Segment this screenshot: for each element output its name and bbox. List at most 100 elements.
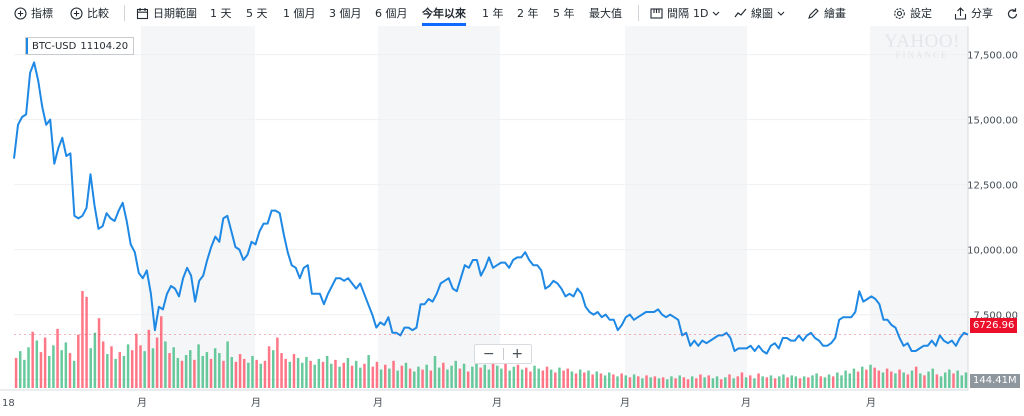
volume-bar	[68, 353, 72, 388]
volume-bar	[301, 362, 304, 388]
range-ytd[interactable]: 今年以來	[422, 0, 466, 26]
volume-bar	[433, 355, 437, 388]
range-5y-label: 5 年	[553, 7, 575, 20]
range-6m[interactable]: 6 個月	[375, 0, 408, 26]
volume-bar	[334, 359, 337, 388]
range-1d[interactable]: 1 天	[210, 0, 232, 26]
volume-bar	[209, 358, 213, 388]
volume-bar	[18, 351, 22, 388]
volume-bar	[952, 373, 955, 388]
volume-bar	[222, 360, 225, 388]
range-2y[interactable]: 2 年	[517, 0, 539, 26]
volume-bar	[388, 368, 391, 388]
range-5y[interactable]: 5 年	[553, 0, 575, 26]
volume-bar	[176, 357, 180, 388]
volume-bar	[637, 376, 640, 388]
date-range-button[interactable]: 日期範圍	[136, 0, 197, 26]
volume-bar	[60, 350, 63, 388]
volume-bar	[321, 361, 325, 388]
volume-bar	[541, 370, 545, 388]
range-1y[interactable]: 1 年	[482, 0, 504, 26]
volume-bar	[168, 353, 171, 388]
volume-bar	[836, 372, 839, 388]
x-tick-label: 月	[620, 397, 630, 409]
y-tick-label: 7,500.00	[973, 311, 1018, 322]
volume-bar	[487, 369, 491, 388]
volume-bar	[363, 363, 366, 388]
volume-bar	[97, 318, 101, 388]
share-label: 分享	[971, 7, 993, 20]
volume-bar	[184, 355, 188, 388]
volume-bar	[583, 372, 586, 388]
volume-bar	[39, 352, 43, 388]
price-chart[interactable]: 5,000.007,500.0010,000.0012,500.0015,000…	[0, 26, 1024, 416]
series-legend[interactable]: BTC-USD 11104.20	[25, 37, 135, 55]
volume-bar	[238, 354, 242, 388]
volume-bar	[765, 377, 769, 388]
volume-bar	[761, 376, 764, 388]
volume-bar	[844, 370, 847, 388]
volume-bar	[151, 348, 155, 388]
volume-bar	[678, 375, 681, 388]
volume-bar	[271, 350, 275, 388]
range-5d[interactable]: 5 天	[246, 0, 268, 26]
reset-button[interactable]	[1006, 0, 1019, 26]
volume-bar	[81, 291, 84, 388]
chart-type-dropdown[interactable]: 線圖	[734, 0, 785, 26]
volume-bar	[935, 374, 939, 388]
pencil-icon	[807, 7, 820, 20]
volume-bar	[798, 378, 802, 388]
compare-label: 比較	[87, 7, 109, 20]
volume-bar	[807, 377, 810, 388]
legend-value: 11104.20	[80, 40, 129, 52]
volume-bar	[446, 369, 449, 388]
interval-dropdown[interactable]: 間隔 1D	[650, 0, 720, 26]
volume-bar	[794, 376, 798, 388]
draw-button[interactable]: 繪畫	[807, 0, 846, 26]
zoom-control: − +	[474, 344, 532, 364]
volume-bar	[267, 346, 271, 388]
month-shade	[625, 26, 747, 390]
line-chart-icon	[734, 7, 747, 20]
volume-bar	[35, 340, 39, 388]
volume-bar	[595, 371, 599, 388]
date-range-label: 日期範圍	[153, 7, 197, 20]
volume-bar	[802, 376, 806, 388]
settings-button[interactable]: 設定	[893, 0, 932, 26]
volume-bar	[964, 372, 968, 388]
draw-label: 繪畫	[824, 7, 846, 20]
volume-bar	[193, 359, 196, 388]
volume-bar	[599, 373, 603, 388]
volume-bar	[101, 341, 105, 388]
range-1m[interactable]: 1 個月	[283, 0, 316, 26]
volume-bar	[728, 374, 731, 388]
volume-bar	[160, 316, 163, 388]
volume-bar	[707, 375, 711, 388]
volume-bar	[354, 360, 358, 388]
chart-area[interactable]: 5,000.007,500.0010,000.0012,500.0015,000…	[0, 26, 1024, 416]
range-max[interactable]: 最大值	[589, 0, 622, 26]
volume-bar	[359, 367, 362, 388]
zoom-out-button[interactable]: −	[482, 346, 495, 362]
volume-bar	[110, 346, 113, 388]
indicators-button[interactable]: 指標	[14, 0, 53, 26]
share-button[interactable]: 分享	[954, 0, 993, 26]
volume-bar	[479, 367, 482, 388]
last-price-tag: 6726.96	[970, 318, 1018, 333]
volume-bar	[317, 358, 321, 388]
volume-bar	[782, 374, 785, 388]
volume-bar	[860, 366, 864, 388]
range-max-label: 最大值	[589, 7, 622, 20]
volume-bar	[890, 371, 893, 388]
compare-button[interactable]: 比較	[70, 0, 109, 26]
volume-bar	[699, 374, 702, 388]
volume-bar	[85, 296, 88, 388]
zoom-in-button[interactable]: +	[511, 346, 524, 362]
range-3m[interactable]: 3 個月	[329, 0, 362, 26]
volume-bar	[491, 361, 495, 388]
volume-bar	[155, 337, 159, 388]
toolbar-divider	[638, 5, 639, 21]
volume-bar	[23, 359, 26, 388]
volume-bar	[93, 332, 97, 388]
volume-bar	[529, 371, 532, 388]
